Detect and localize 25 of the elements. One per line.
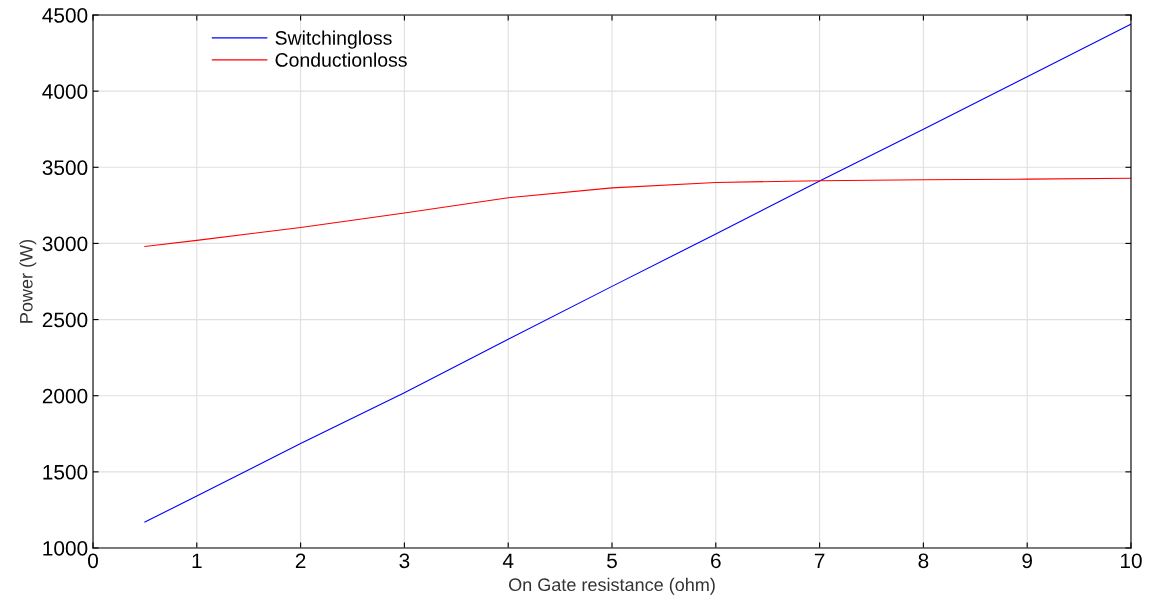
x-axis-title: On Gate resistance (ohm): [509, 577, 715, 595]
x-tick-label: 1: [192, 553, 202, 568]
x-tick-label: 8: [918, 553, 929, 569]
y-tick-label: 3500: [42, 160, 88, 176]
y-tick-label: 4500: [42, 8, 88, 23]
y-axis-title: Power (W): [19, 239, 37, 323]
legend-label: Switchingloss: [275, 30, 392, 49]
x-tick-label: 0: [88, 553, 98, 569]
line-series: [144, 23, 1131, 523]
y-tick-label: 3000: [42, 236, 88, 252]
line-series: [144, 177, 1131, 248]
x-tick-label: 7: [814, 553, 825, 568]
x-tick-label: 2: [295, 553, 306, 568]
y-tick-label: 2000: [42, 388, 88, 404]
y-tick-label: 1500: [43, 464, 88, 480]
x-tick-label: 5: [607, 553, 617, 569]
x-tick-label: 10: [1121, 553, 1142, 569]
y-tick-label: 2500: [42, 312, 88, 328]
legend-label: Conductionloss: [275, 52, 407, 67]
y-tick-label: 4000: [42, 84, 88, 99]
x-tick-label: 3: [399, 553, 410, 569]
x-tick-label: 9: [1022, 553, 1033, 569]
x-tick-label: 6: [711, 553, 721, 569]
y-tick-label: 1000: [43, 541, 88, 556]
x-tick-label: 4: [502, 553, 514, 568]
